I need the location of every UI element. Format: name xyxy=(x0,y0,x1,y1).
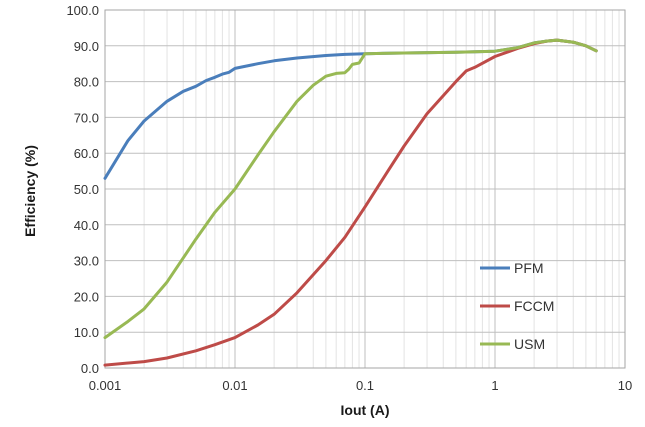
y-tick-label: 40.0 xyxy=(74,218,99,233)
tick-labels: 0.001 0.01 0.1 1 100.010.020.030.040.050.060… xyxy=(66,3,632,393)
y-tick-label: 100.0 xyxy=(66,3,99,18)
axes xyxy=(104,9,626,369)
series-line-pfm xyxy=(103,38,598,180)
x-axis-title: Iout (A) xyxy=(341,402,390,418)
x-tick-label: 0.1 xyxy=(356,378,374,393)
y-tick-label: 90.0 xyxy=(74,39,99,54)
y-axis-title: Efficiency (%) xyxy=(22,145,38,237)
legend-label: PFM xyxy=(514,260,544,276)
y-tick-label: 60.0 xyxy=(74,146,99,161)
legend-label: FCCM xyxy=(514,298,554,314)
y-tick-label: 0.0 xyxy=(81,361,99,376)
x-tick-label: 10 xyxy=(618,378,632,393)
legend: PFM FCCM USM xyxy=(480,260,554,352)
legend-label: USM xyxy=(514,336,545,352)
grid xyxy=(104,9,626,369)
plot-area-border xyxy=(104,9,626,369)
y-tick-label: 80.0 xyxy=(74,75,99,90)
x-tick-label: 1 xyxy=(491,378,498,393)
x-tick-label: 0.01 xyxy=(222,378,247,393)
series-line-usm xyxy=(103,38,598,340)
series-lines xyxy=(103,38,598,367)
y-tick-label: 20.0 xyxy=(74,289,99,304)
y-tick-label: 10.0 xyxy=(74,325,99,340)
y-tick-label: 30.0 xyxy=(74,254,99,269)
y-tick-label: 50.0 xyxy=(74,182,99,197)
y-tick-label: 70.0 xyxy=(74,110,99,125)
x-tick-label: 0.001 xyxy=(89,378,122,393)
series-line-fccm xyxy=(103,38,598,367)
